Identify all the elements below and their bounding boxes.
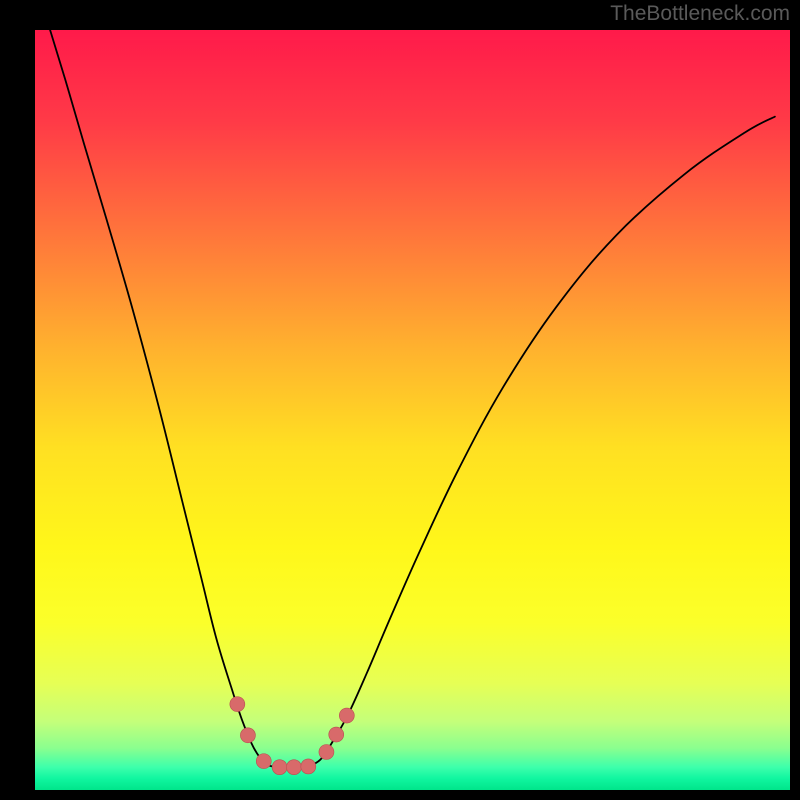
data-marker: [301, 759, 316, 774]
plot-area: [35, 30, 790, 790]
data-marker: [256, 754, 271, 769]
data-marker: [339, 708, 354, 723]
data-markers: [230, 697, 354, 775]
data-marker: [230, 697, 245, 712]
data-marker: [319, 745, 334, 760]
curve-layer: [35, 30, 790, 790]
data-marker: [286, 760, 301, 775]
chart-container: TheBottleneck.com: [0, 0, 800, 800]
data-marker: [240, 728, 255, 743]
data-marker: [272, 760, 287, 775]
watermark-text: TheBottleneck.com: [610, 2, 790, 26]
data-marker: [329, 727, 344, 742]
v-curve: [50, 30, 775, 767]
